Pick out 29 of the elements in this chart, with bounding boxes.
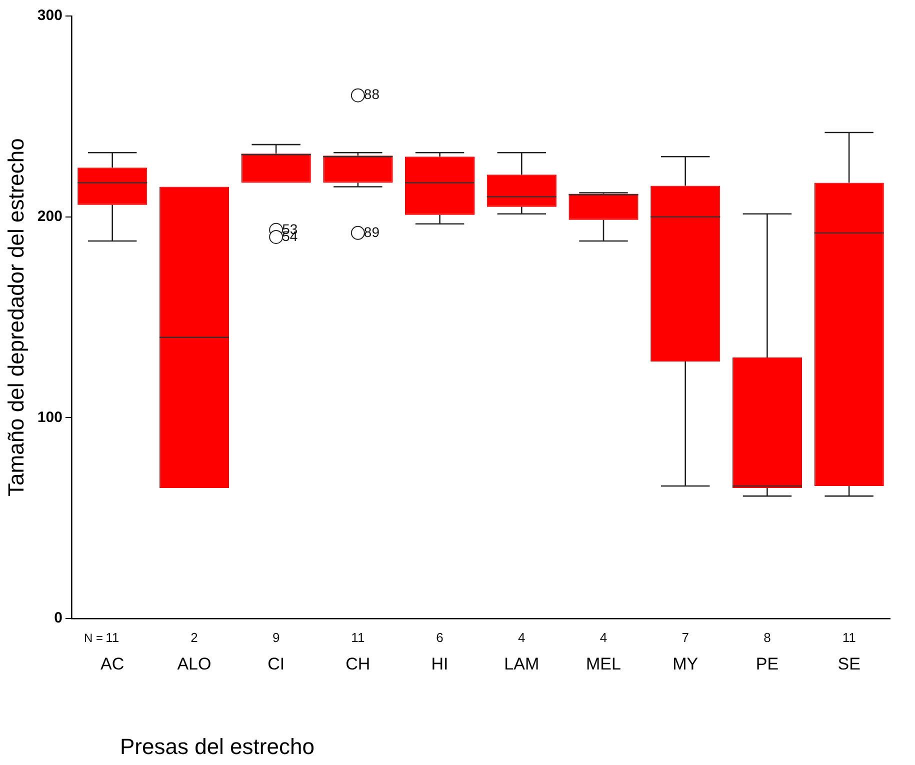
text: 4 <box>518 630 526 646</box>
annotation: 89 <box>364 224 380 240</box>
text: N = <box>84 630 104 645</box>
y-tick-label: 200 <box>37 208 62 226</box>
x-tick-label: MY <box>672 654 698 674</box>
text: 6 <box>436 630 444 646</box>
x-tick-label: LAM <box>504 654 540 674</box>
y-tick-label: 0 <box>54 610 62 627</box>
text: 9 <box>272 630 280 646</box>
x-tick-label: MEL <box>586 654 621 674</box>
text: 7 <box>682 630 689 646</box>
y-tick-label: 100 <box>37 408 62 426</box>
x-tick-label: SE <box>838 654 860 674</box>
y-tick-label: 300 <box>37 7 62 24</box>
x-axis-title: Presas del estrecho <box>120 734 314 760</box>
text: 4 <box>600 630 608 646</box>
text: 2 <box>190 630 198 646</box>
x-tick-label: CI <box>268 654 285 674</box>
y-axis-title: Tamaño del depredador del estrecho <box>3 138 28 496</box>
text: 8 <box>764 630 771 646</box>
x-tick-label: AC <box>100 654 124 674</box>
x-tick-label: CH <box>346 654 370 674</box>
x-tick-label: HI <box>431 654 448 674</box>
annotation: 88 <box>364 86 380 102</box>
x-tick-label: ALO <box>177 654 212 674</box>
text: 11 <box>842 630 856 646</box>
text: 11 <box>106 630 120 646</box>
x-tick-label: PE <box>756 654 779 674</box>
text: 11 <box>351 630 365 646</box>
